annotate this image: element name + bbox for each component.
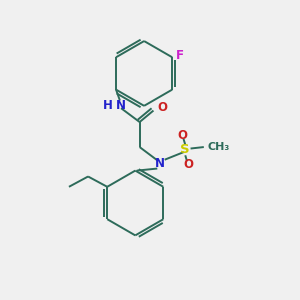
Text: N: N [155,157,165,170]
Text: CH₃: CH₃ [207,142,230,152]
Text: N: N [116,99,126,112]
Text: O: O [157,101,167,114]
Text: O: O [183,158,193,171]
Text: H: H [103,99,112,112]
Text: O: O [177,129,187,142]
Text: S: S [180,143,190,157]
Text: F: F [176,49,184,62]
